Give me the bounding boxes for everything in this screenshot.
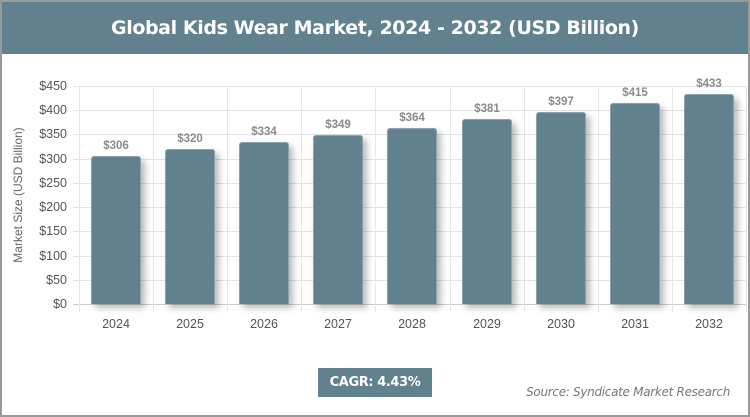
bar-2026[interactable] [239, 142, 289, 304]
x-tick-label: 2024 [102, 317, 130, 331]
v-gridline [672, 86, 673, 312]
x-tick-label: 2031 [621, 317, 649, 331]
v-gridline [375, 86, 376, 312]
y-tick-label: $100 [39, 249, 67, 263]
source-note: Source: Syndicate Market Research [526, 385, 730, 399]
y-tick-label: $400 [39, 103, 67, 117]
y-tick-label: $350 [39, 127, 67, 141]
v-gridline [79, 86, 80, 312]
value-label: $364 [399, 112, 425, 124]
x-tick-label: 2027 [324, 317, 352, 331]
v-gridline [450, 86, 451, 312]
y-tick-label: $50 [46, 273, 67, 287]
bar-2031[interactable] [610, 103, 660, 304]
v-gridline [746, 86, 747, 312]
bar-2029[interactable] [462, 119, 512, 304]
value-label: $306 [103, 140, 129, 152]
bar-2024[interactable] [91, 156, 141, 304]
v-gridline [598, 86, 599, 312]
value-label: $397 [548, 96, 574, 108]
bar-2028[interactable] [387, 128, 437, 304]
y-tick-label: $450 [39, 79, 67, 93]
x-tick-label: 2032 [695, 317, 723, 331]
bar-2025[interactable] [165, 149, 215, 304]
cagr-label: CAGR: 4.43% [329, 375, 421, 390]
x-tick-label: 2028 [398, 317, 426, 331]
bar-2032[interactable] [684, 94, 734, 304]
chart-header: Global Kids Wear Market, 2024 - 2032 (US… [2, 2, 748, 54]
y-tick-label: $250 [39, 176, 67, 190]
v-gridline [153, 86, 154, 312]
value-label: $415 [622, 87, 648, 99]
v-gridline [227, 86, 228, 312]
x-tick-label: 2025 [176, 317, 204, 331]
y-tick-label: $300 [39, 152, 67, 166]
h-gridline [73, 110, 746, 111]
x-tick-label: 2030 [547, 317, 575, 331]
bar-2027[interactable] [313, 135, 363, 304]
h-gridline [73, 86, 746, 87]
x-tick-label: 2026 [250, 317, 278, 331]
value-label: $334 [251, 126, 277, 138]
chart-title: Global Kids Wear Market, 2024 - 2032 (US… [111, 17, 639, 39]
v-gridline [524, 86, 525, 312]
value-label: $320 [177, 133, 203, 145]
cagr-badge: CAGR: 4.43% [318, 368, 432, 397]
y-tick-label: $150 [39, 224, 67, 238]
y-tick-label: $200 [39, 200, 67, 214]
v-gridline [301, 86, 302, 312]
x-tick-label: 2029 [473, 317, 501, 331]
bar-2030[interactable] [536, 112, 586, 304]
value-label: $381 [474, 103, 500, 115]
y-tick-label: $0 [53, 297, 67, 311]
h-gridline [73, 304, 746, 305]
value-label: $433 [696, 78, 722, 90]
value-label: $349 [325, 119, 351, 131]
